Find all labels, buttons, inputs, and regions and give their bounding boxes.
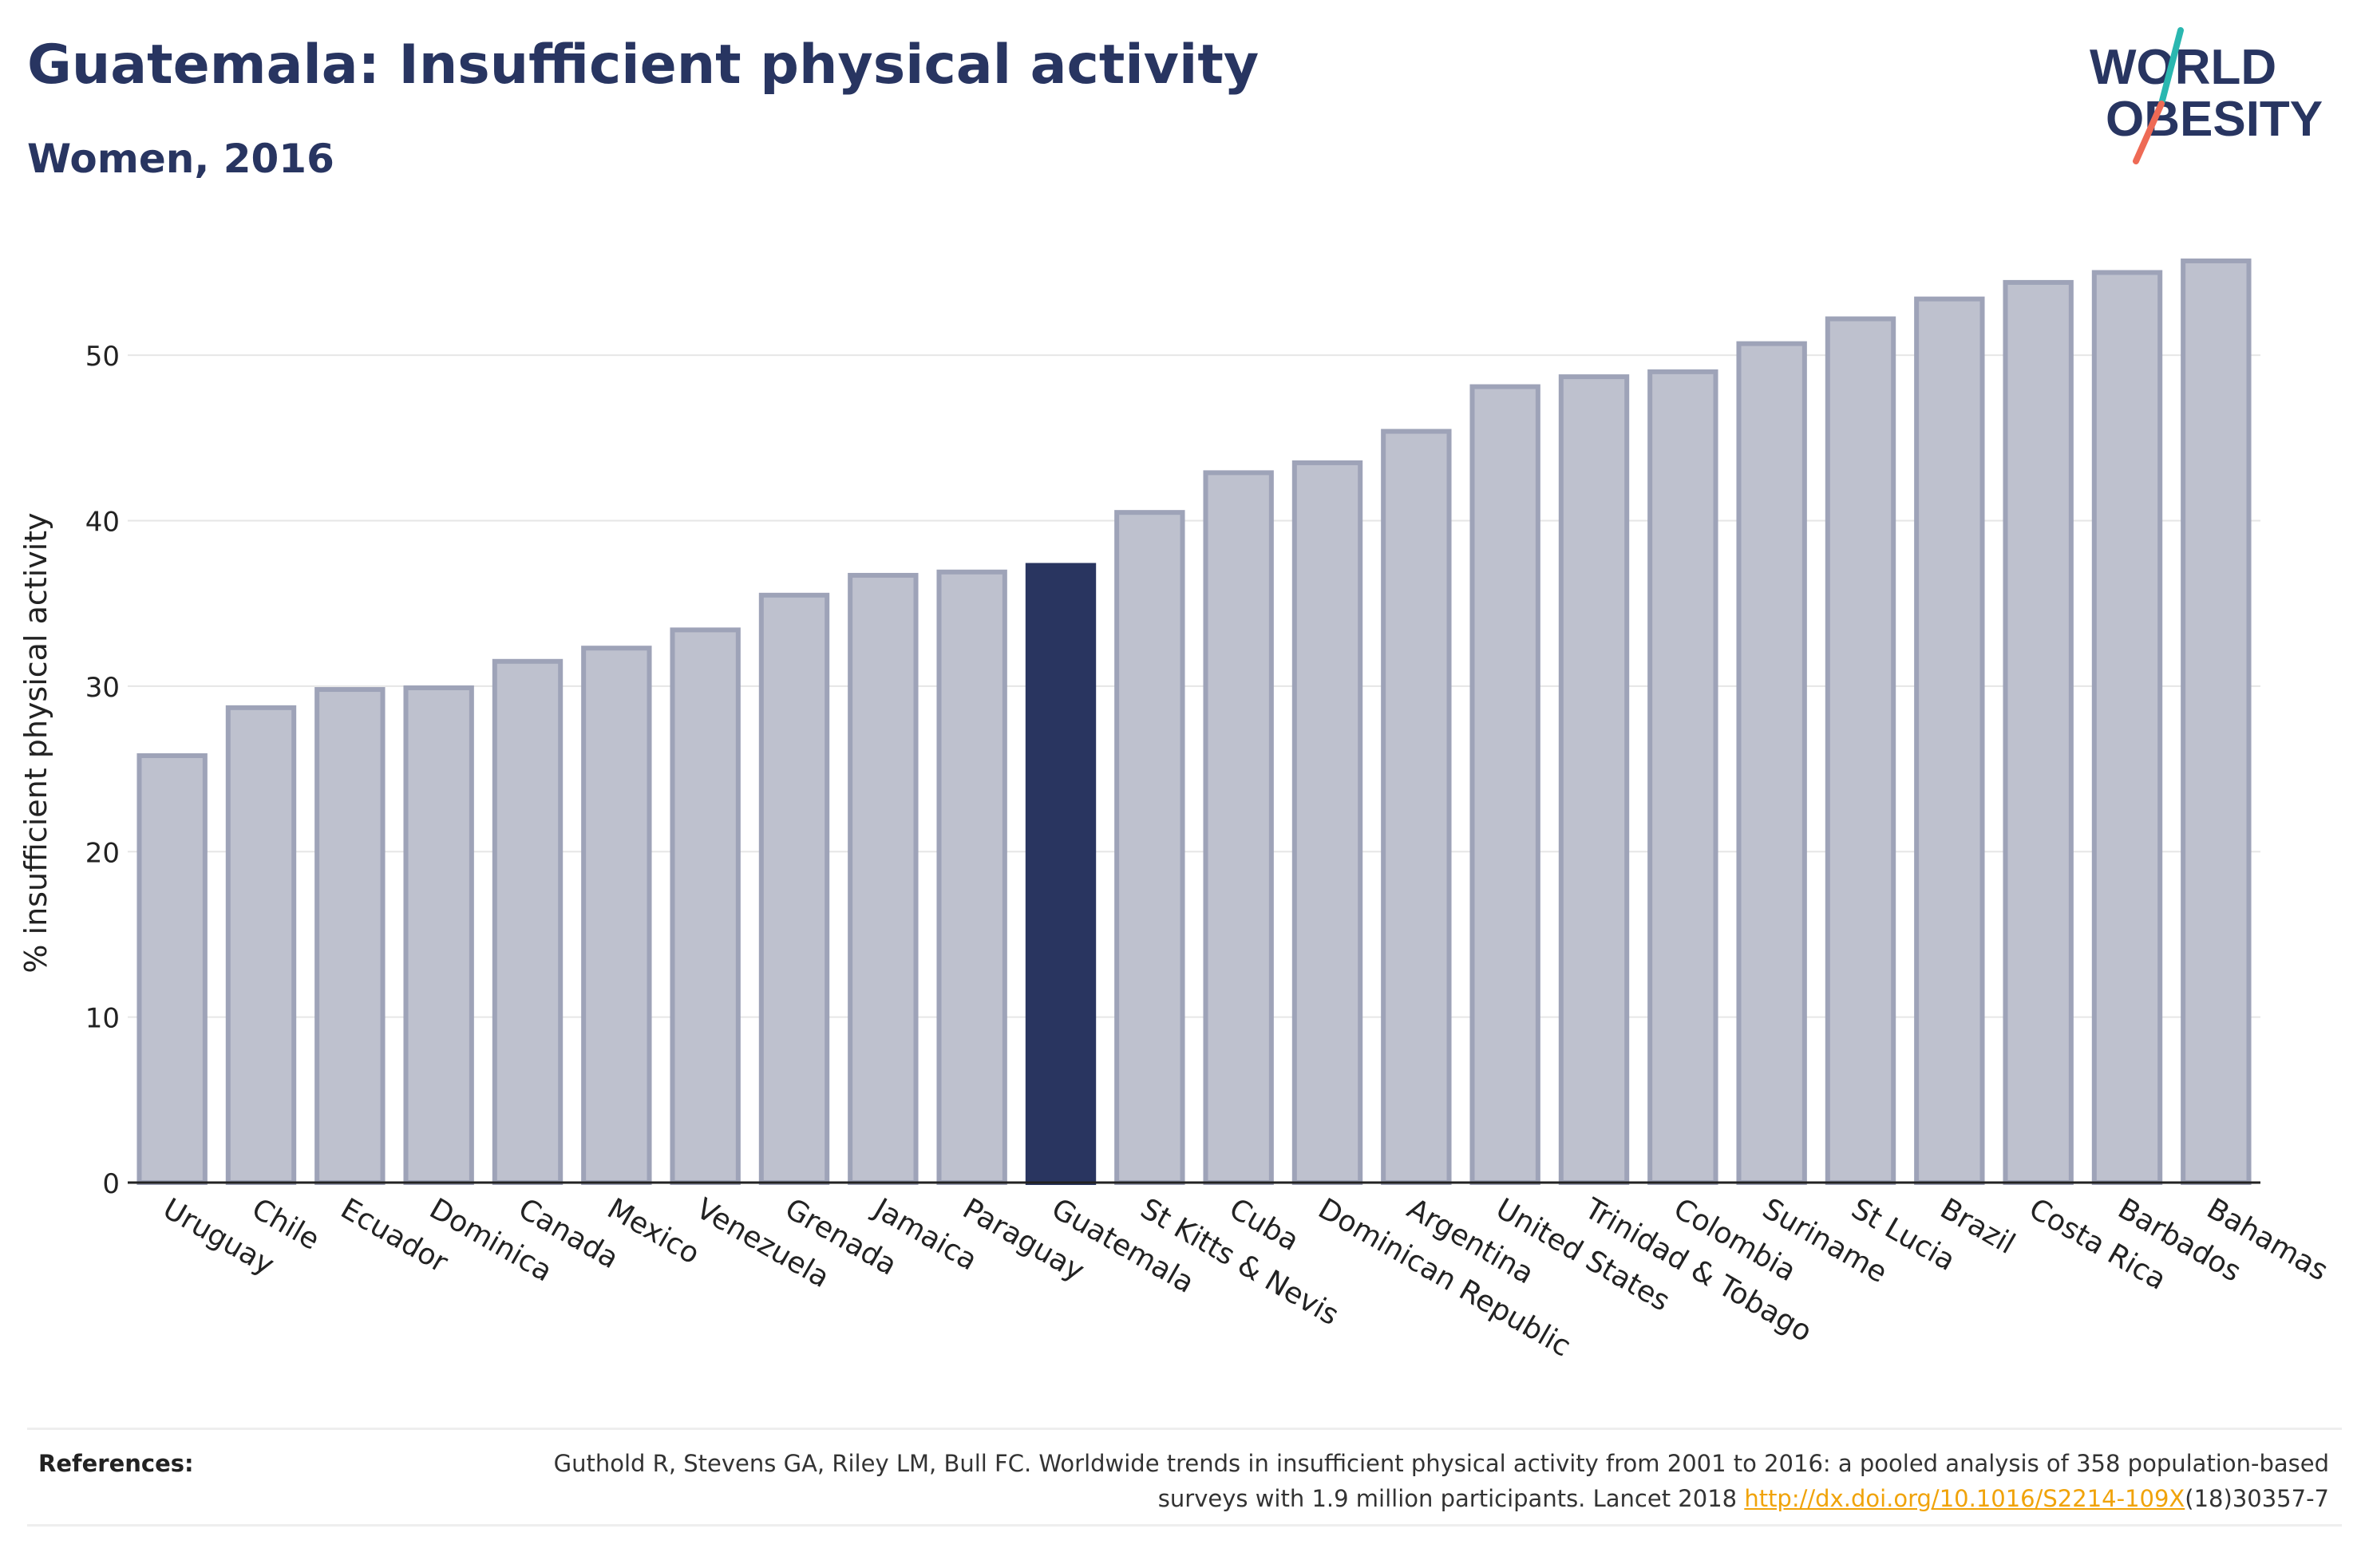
bar-paraguay: [936, 569, 1007, 1185]
logo-slash-coral: [2133, 101, 2165, 164]
bar-brazil: [1914, 296, 1985, 1186]
bar-costa-rica: [2003, 279, 2074, 1186]
chart-subtitle: Women, 2016: [27, 136, 334, 182]
bar-argentina: [1381, 429, 1452, 1185]
bar-jamaica: [848, 572, 919, 1185]
bar-dominica: [403, 685, 474, 1185]
y-tick-label: 30: [85, 672, 120, 704]
logo-slash-teal: [2158, 27, 2184, 107]
bar-chile: [225, 705, 297, 1185]
bar-bahamas: [2181, 258, 2252, 1185]
x-tick-label: Mexico: [602, 1192, 705, 1270]
bar-colombia: [1647, 369, 1718, 1186]
bar-st-kitts-nevis: [1114, 510, 1185, 1185]
y-tick-label: 20: [85, 837, 120, 869]
y-tick-label: 50: [85, 341, 120, 373]
references-citation: Guthold R, Stevens GA, Riley LM, Bull FC…: [553, 1450, 2329, 1512]
bar-suriname: [1736, 341, 1807, 1186]
y-axis-label: % insufficient physical activity: [18, 512, 53, 973]
bar-dominican-republic: [1291, 460, 1363, 1185]
references-doi-link[interactable]: http://dx.doi.org/10.1016/S2214-109X: [1744, 1485, 2185, 1512]
bar-guatemala: [1025, 563, 1097, 1185]
y-tick-label: 10: [85, 1003, 120, 1035]
bar-barbados: [2091, 270, 2163, 1186]
bar-layer: [136, 258, 2252, 1186]
chart-title: Guatemala: Insufficient physical activit…: [27, 34, 1260, 97]
bar-venezuela: [670, 627, 741, 1185]
y-tick-labels: 0 10 20 30 40 50: [85, 341, 120, 1200]
logo-text-world: WORLD: [2090, 40, 2276, 95]
references-label: References:: [38, 1450, 194, 1477]
grid-layer: [128, 354, 2260, 1018]
bar-mexico: [581, 646, 652, 1185]
references-divider-top: [27, 1428, 2342, 1430]
y-tick-label: 40: [85, 507, 120, 539]
bar-uruguay: [136, 752, 208, 1185]
bar-trinidad-tobago: [1558, 374, 1630, 1185]
bar-grenada: [758, 592, 830, 1185]
bar-canada: [492, 658, 564, 1185]
y-tick-label: 0: [102, 1168, 120, 1200]
bar-st-lucia: [1825, 316, 1896, 1185]
references-citation-end: (18)30357-7: [2185, 1485, 2329, 1512]
references-text: Guthold R, Stevens GA, Riley LM, Bull FC…: [493, 1446, 2329, 1516]
references-divider-bottom: [27, 1524, 2342, 1527]
bar-cuba: [1203, 470, 1274, 1185]
world-obesity-logo: WORLD OBESITY: [2090, 27, 2323, 164]
bar-united-states: [1469, 384, 1540, 1185]
bar-ecuador: [314, 687, 386, 1185]
logo-text-obesity: OBESITY: [2106, 92, 2323, 147]
